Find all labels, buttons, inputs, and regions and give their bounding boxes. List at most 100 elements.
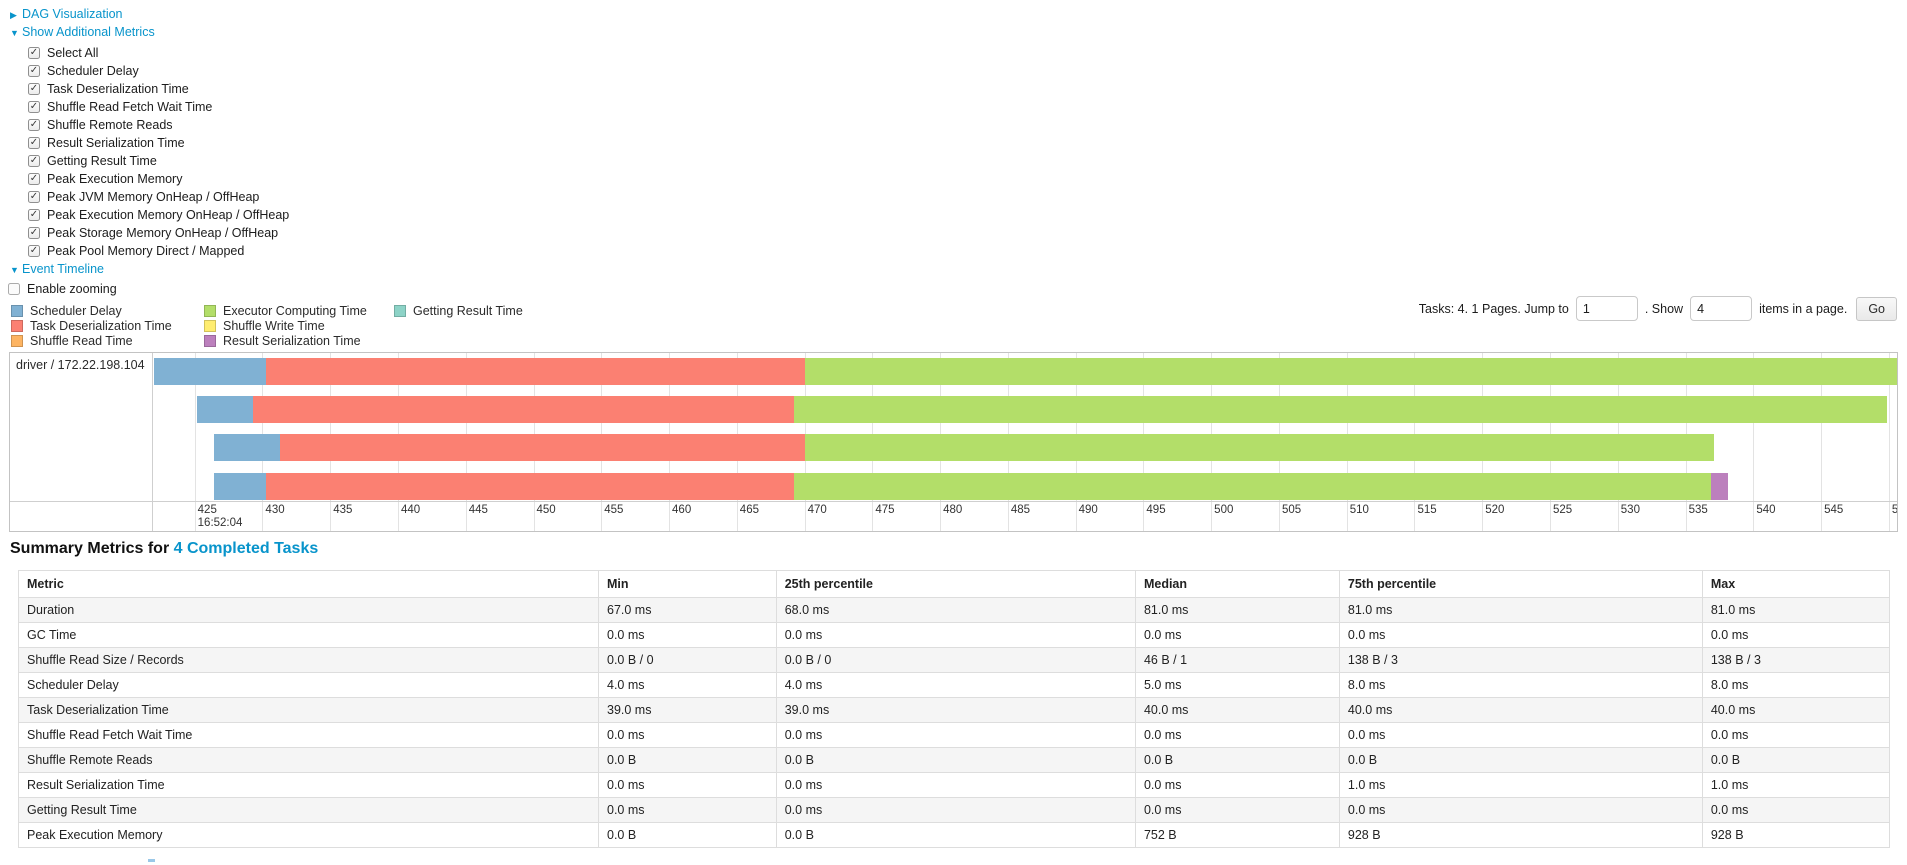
metric-checkbox[interactable]: ✓ <box>28 245 40 257</box>
completed-tasks-link[interactable]: 4 Completed Tasks <box>173 540 319 557</box>
metric-checkbox[interactable]: ✓ <box>28 155 40 167</box>
metric-name-cell: Shuffle Read Fetch Wait Time <box>18 722 599 748</box>
legend-item: Result Serialization Time <box>204 333 394 348</box>
task-bar-segment-executor-computing[interactable] <box>804 434 1714 461</box>
chart-label-column: driver / 172.22.198.104 <box>10 353 153 531</box>
metric-value-cell: 0.0 ms <box>1134 622 1340 648</box>
metric-checkbox[interactable]: ✓ <box>28 119 40 131</box>
table-row: Shuffle Remote Reads 0.0 B 0.0 B 0.0 B 0.0 B… <box>18 747 1891 773</box>
x-axis-tick-label: 515 <box>1417 504 1437 516</box>
chart-row-label: driver / 172.22.198.104 <box>16 358 145 372</box>
caret-down-icon: ▼ <box>10 265 19 275</box>
metric-value-cell: 0.0 B <box>598 747 777 773</box>
metric-checkbox-label[interactable]: Peak JVM Memory OnHeap / OffHeap <box>47 190 260 204</box>
jump-to-page-input[interactable] <box>1575 296 1638 321</box>
task-bar-segment-scheduler-delay[interactable] <box>213 473 267 500</box>
metric-value-cell: 0.0 ms <box>1134 722 1340 748</box>
metric-checkbox-label[interactable]: Shuffle Read Fetch Wait Time <box>47 100 213 114</box>
legend-item: Getting Result Time <box>394 303 523 318</box>
metric-value-cell: 0.0 ms <box>775 772 1136 798</box>
task-bar-segment-scheduler-delay[interactable] <box>154 358 267 385</box>
task-bar-segment-executor-computing[interactable] <box>793 473 1712 500</box>
task-bar-segment-task-deserialization[interactable] <box>252 396 794 423</box>
metric-checkbox[interactable]: ✓ <box>28 137 40 149</box>
metric-checkbox[interactable]: ✓ <box>28 173 40 185</box>
metric-checkbox[interactable]: ✓ <box>28 47 40 59</box>
metric-value-cell: 81.0 ms <box>1338 597 1703 623</box>
metric-checkbox[interactable]: ✓ <box>28 209 40 221</box>
checkbox-row: ✓ Shuffle Remote Reads <box>28 116 289 134</box>
legend-label: Shuffle Read Time <box>30 333 133 348</box>
column-header: 25th percentile <box>775 570 1136 598</box>
metric-name-cell: Shuffle Read Size / Records <box>18 647 599 673</box>
metric-value-cell: 1.0 ms <box>1338 772 1703 798</box>
items-per-page-input[interactable] <box>1690 296 1753 321</box>
metric-value-cell: 46 B / 1 <box>1134 647 1340 673</box>
metric-checkbox[interactable]: ✓ <box>28 83 40 95</box>
legend-label: Shuffle Write Time <box>223 318 325 333</box>
timeline-plot: 425 430 435 440 445 450 455 460 465 470 475 480 485 4… <box>154 353 1897 531</box>
gridline <box>1753 353 1755 531</box>
task-bar-segment-scheduler-delay[interactable] <box>213 434 281 461</box>
metric-value-cell: 39.0 ms <box>775 697 1136 723</box>
legend-column: Getting Result Time <box>394 303 523 348</box>
metric-name-cell: GC Time <box>18 622 599 648</box>
metric-value-cell: 5.0 ms <box>1134 672 1340 698</box>
link-show-additional-metrics[interactable]: ▼ Show Additional Metrics <box>10 25 155 39</box>
x-axis-tick-label: 540 <box>1756 504 1776 516</box>
legend-item: Scheduler Delay <box>11 303 204 318</box>
x-axis-tick-label: 455 <box>604 504 624 516</box>
table-row: Task Deserialization Time 39.0 ms 39.0 ms 4… <box>18 697 1891 723</box>
link-event-timeline[interactable]: ▼ Event Timeline <box>10 262 104 276</box>
enable-zooming-label[interactable]: Enable zooming <box>27 282 117 296</box>
metric-checkbox-label[interactable]: Scheduler Delay <box>47 64 139 78</box>
metric-checkbox[interactable]: ✓ <box>28 191 40 203</box>
metric-value-cell: 0.0 ms <box>1338 797 1703 823</box>
task-bar-segment-task-deserialization[interactable] <box>266 358 805 385</box>
task-bar-segment-executor-computing[interactable] <box>804 358 1897 385</box>
table-row: Shuffle Read Size / Records 0.0 B / 0 0.0 … <box>18 647 1891 673</box>
metric-checkbox-label[interactable]: Shuffle Remote Reads <box>47 118 173 132</box>
metric-checkbox-label[interactable]: Getting Result Time <box>47 154 157 168</box>
metric-value-cell: 0.0 B <box>598 822 777 848</box>
metric-value-cell: 0.0 B <box>775 747 1136 773</box>
metric-checkbox-label[interactable]: Peak Pool Memory Direct / Mapped <box>47 244 245 258</box>
x-axis-tick-label: 510 <box>1349 504 1369 516</box>
link-dag-visualization-label: DAG Visualization <box>22 7 123 21</box>
task-bar-segment-task-deserialization[interactable] <box>266 473 794 500</box>
metric-value-cell: 0.0 ms <box>598 622 777 648</box>
x-axis-tick-label: 435 <box>333 504 353 516</box>
metric-value-cell: 0.0 ms <box>1701 722 1891 748</box>
link-dag-visualization[interactable]: ▶ DAG Visualization <box>10 7 123 21</box>
task-bar-segment-executor-computing[interactable] <box>793 396 1888 423</box>
metric-checkbox[interactable]: ✓ <box>28 101 40 113</box>
metric-checkbox-label[interactable]: Peak Execution Memory OnHeap / OffHeap <box>47 208 290 222</box>
task-bar-segment-result-serialization[interactable] <box>1711 473 1728 500</box>
column-header: 75th percentile <box>1338 570 1703 598</box>
legend-swatch-task-deserialization <box>11 319 23 332</box>
metric-name-cell: Scheduler Delay <box>18 672 599 698</box>
metrics-checkbox-list: ✓ Select All ✓ Scheduler Delay ✓ Task Deseria… <box>28 44 289 260</box>
x-axis-tick-label: 445 <box>468 504 488 516</box>
table-row: Scheduler Delay 4.0 ms 4.0 ms 5.0 ms 8.0 ms 8… <box>18 672 1891 698</box>
checkbox-row: ✓ Peak JVM Memory OnHeap / OffHeap <box>28 188 289 206</box>
metric-value-cell: 67.0 ms <box>598 597 777 623</box>
metric-checkbox-label[interactable]: Result Serialization Time <box>47 136 185 150</box>
metric-checkbox-label[interactable]: Select All <box>47 46 99 60</box>
metric-value-cell: 0.0 ms <box>1701 797 1891 823</box>
summary-heading-text: Summary Metrics for <box>10 540 174 557</box>
task-bar-segment-task-deserialization[interactable] <box>280 434 805 461</box>
task-bar-segment-scheduler-delay[interactable] <box>197 396 253 423</box>
go-button[interactable]: Go <box>1856 296 1897 321</box>
metric-value-cell: 0.0 ms <box>598 772 777 798</box>
legend-column: Executor Computing Time Shuffle Write Tim… <box>204 303 394 348</box>
metric-value-cell: 752 B <box>1134 822 1340 848</box>
metric-checkbox[interactable]: ✓ <box>28 65 40 77</box>
legend-swatch-executor-computing <box>204 304 216 317</box>
link-event-timeline-label: Event Timeline <box>22 262 104 276</box>
enable-zooming-checkbox[interactable] <box>8 283 20 295</box>
metric-checkbox-label[interactable]: Task Deserialization Time <box>47 82 189 96</box>
metric-checkbox-label[interactable]: Peak Execution Memory <box>47 172 183 186</box>
metric-checkbox-label[interactable]: Peak Storage Memory OnHeap / OffHeap <box>47 226 279 240</box>
metric-checkbox[interactable]: ✓ <box>28 227 40 239</box>
